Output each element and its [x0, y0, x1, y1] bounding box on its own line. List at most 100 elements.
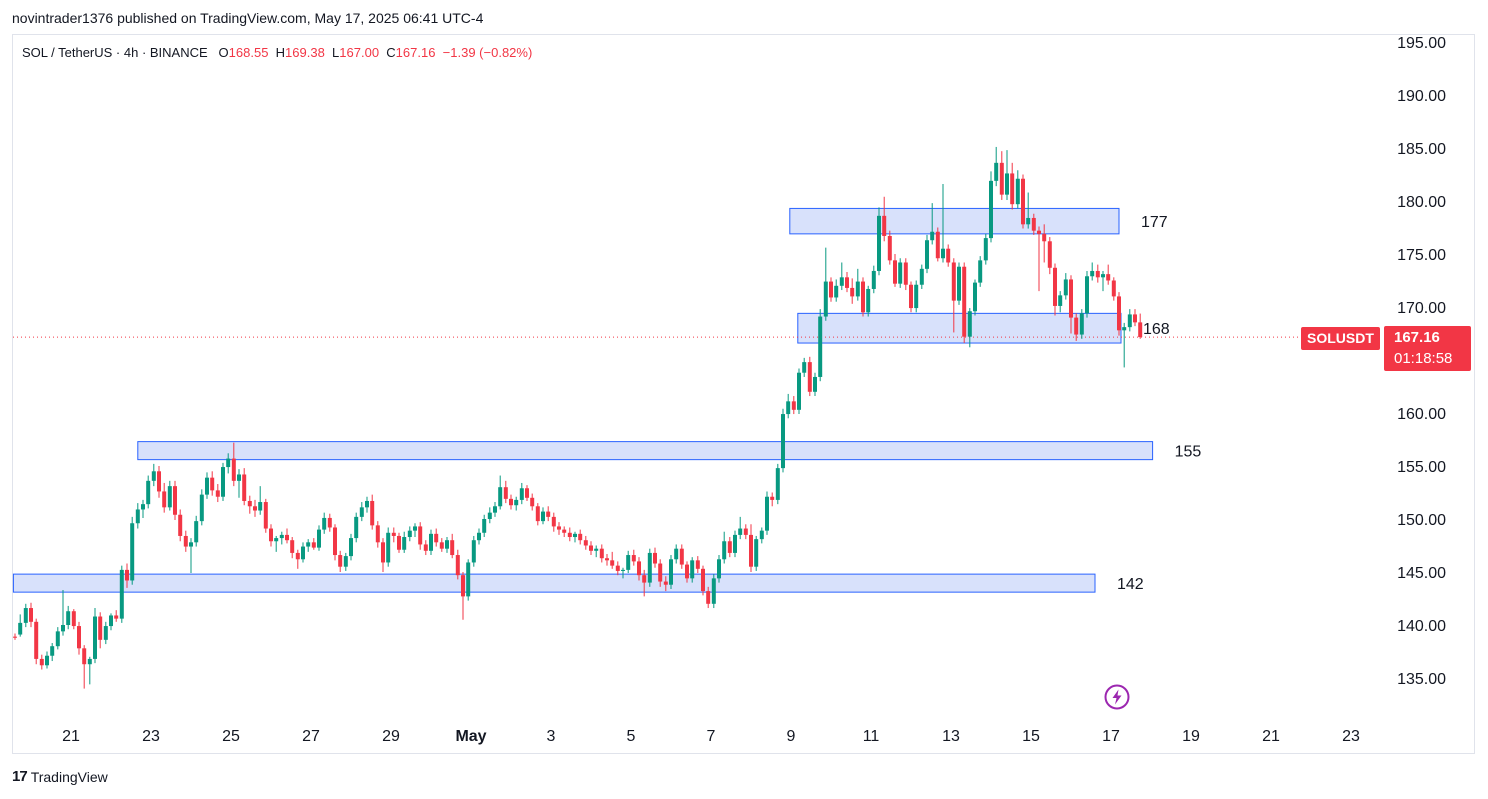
candle-body — [242, 474, 247, 501]
candle-body — [498, 487, 503, 507]
candle — [215, 484, 220, 503]
candle — [461, 572, 465, 620]
candle — [162, 482, 167, 513]
candle-body — [306, 542, 311, 547]
candle — [786, 393, 791, 419]
candle-body — [279, 534, 284, 539]
candle-body — [551, 516, 556, 527]
candle — [290, 537, 295, 559]
candle — [327, 513, 332, 532]
zone-168[interactable] — [797, 312, 1122, 344]
zone-177[interactable] — [789, 207, 1120, 235]
candle-body — [487, 512, 492, 519]
candle — [167, 480, 172, 511]
candle — [546, 506, 551, 522]
candle-body — [514, 499, 519, 506]
candle-body — [98, 616, 103, 640]
candle-body — [215, 490, 220, 497]
candle — [962, 262, 967, 344]
candle-body — [887, 235, 892, 261]
candle — [1037, 226, 1041, 292]
candle — [642, 569, 647, 597]
candle-body — [221, 467, 225, 497]
footer-brand[interactable]: TradingView — [30, 768, 108, 785]
candle — [503, 480, 508, 504]
candle — [45, 651, 49, 669]
candle — [498, 475, 503, 510]
candle-body — [1111, 280, 1116, 297]
candle — [311, 538, 316, 550]
candle — [93, 608, 97, 664]
candle — [583, 535, 588, 550]
candle — [658, 559, 663, 587]
candle-body — [18, 622, 23, 635]
candle — [914, 280, 919, 313]
candle-body — [637, 561, 641, 576]
x-tick-label: 7 — [707, 728, 716, 745]
candle-body — [178, 514, 183, 536]
candle-body — [957, 266, 961, 301]
candle — [466, 559, 471, 601]
candle — [338, 550, 343, 572]
candle-body — [877, 215, 881, 271]
candle-body — [1010, 173, 1015, 205]
candle — [706, 586, 711, 609]
lightning-icon[interactable] — [1104, 684, 1130, 710]
candle — [231, 442, 236, 487]
candle-body — [1069, 279, 1073, 318]
candle-body — [845, 277, 849, 288]
candle — [562, 526, 567, 538]
candle — [87, 656, 92, 685]
candle — [1031, 213, 1036, 235]
candle-body — [1031, 217, 1036, 231]
candle-body — [1021, 178, 1025, 225]
candle — [818, 309, 823, 382]
candle — [407, 526, 412, 542]
candle — [690, 557, 695, 583]
candle — [146, 475, 151, 509]
candle — [829, 277, 833, 302]
candle — [205, 472, 209, 499]
candle-body — [647, 552, 652, 583]
candle — [701, 565, 705, 596]
zone-142[interactable] — [12, 573, 1096, 593]
candle — [418, 522, 423, 550]
candle — [573, 531, 577, 543]
candle-body — [1106, 274, 1111, 281]
candle — [1063, 273, 1068, 300]
candle — [669, 555, 673, 589]
zone-155[interactable] — [137, 441, 1154, 461]
x-tick-label: 29 — [382, 728, 400, 745]
candle-body — [711, 578, 716, 604]
candle-body — [418, 526, 423, 545]
candle-body — [781, 414, 785, 469]
candle-body — [919, 268, 924, 285]
candle-body — [391, 532, 396, 536]
candle — [653, 547, 657, 568]
candle — [210, 471, 215, 496]
candle — [61, 590, 65, 636]
candle — [861, 277, 865, 317]
candle — [445, 537, 449, 553]
candle-body — [402, 537, 407, 550]
candle — [333, 524, 337, 561]
candle-body — [994, 162, 999, 181]
candle-body — [733, 534, 737, 553]
candle-body — [791, 401, 796, 410]
x-axis: 21 23 25 27 29 May 3 5 7 9 11 13 15 17 19 21 23 — [62, 728, 1360, 745]
candle-body — [903, 262, 908, 285]
candle — [285, 528, 289, 544]
candle-body — [1047, 241, 1052, 268]
candle — [119, 565, 124, 623]
candle-body — [1042, 233, 1047, 242]
candle — [434, 528, 439, 547]
tradingview-logo-icon[interactable]: 17 — [12, 768, 28, 785]
legend-open: 168.55 — [228, 45, 269, 60]
candle-body — [759, 530, 764, 540]
candle-body — [701, 568, 705, 592]
candle — [994, 146, 999, 187]
y-tick-label: 140.00 — [1397, 618, 1446, 635]
candle — [71, 609, 76, 630]
candle — [1138, 313, 1143, 339]
